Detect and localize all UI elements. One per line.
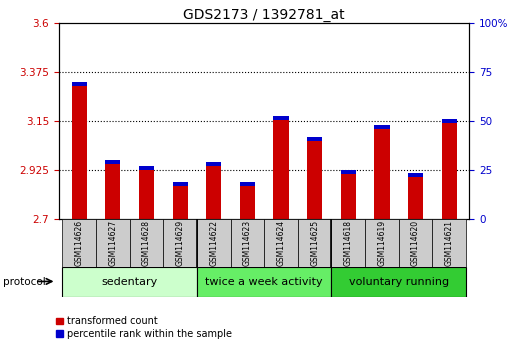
Bar — [374, 125, 389, 129]
Text: GSM114622: GSM114622 — [209, 221, 218, 266]
Bar — [163, 219, 197, 267]
Text: GSM114625: GSM114625 — [310, 220, 319, 267]
Bar — [408, 173, 423, 177]
Text: sedentary: sedentary — [102, 277, 158, 287]
Bar — [172, 182, 188, 185]
Text: GSM114621: GSM114621 — [445, 221, 453, 266]
Bar — [72, 86, 87, 219]
Bar — [307, 141, 322, 219]
Bar — [442, 120, 457, 124]
Bar — [240, 185, 255, 219]
Bar — [63, 267, 197, 297]
Text: GSM114629: GSM114629 — [175, 220, 185, 267]
Bar — [331, 219, 365, 267]
Bar — [298, 219, 331, 267]
Text: twice a week activity: twice a week activity — [205, 277, 323, 287]
Text: GSM114618: GSM114618 — [344, 221, 353, 266]
Bar — [240, 182, 255, 185]
Text: GSM114619: GSM114619 — [378, 220, 386, 267]
Bar — [273, 120, 289, 219]
Text: GSM114620: GSM114620 — [411, 220, 420, 267]
Bar — [442, 124, 457, 219]
Bar — [408, 177, 423, 219]
Bar — [206, 162, 221, 166]
Bar — [72, 82, 87, 86]
Bar — [63, 219, 96, 267]
Bar — [374, 129, 389, 219]
Text: GSM114628: GSM114628 — [142, 221, 151, 266]
Bar — [139, 166, 154, 170]
Bar — [96, 219, 130, 267]
Bar — [432, 219, 466, 267]
Bar — [230, 219, 264, 267]
Text: GSM114624: GSM114624 — [277, 220, 286, 267]
Bar — [197, 219, 230, 267]
Bar — [399, 219, 432, 267]
Bar — [331, 267, 466, 297]
Bar — [307, 137, 322, 141]
Bar — [206, 166, 221, 219]
Text: GSM114626: GSM114626 — [75, 220, 84, 267]
Title: GDS2173 / 1392781_at: GDS2173 / 1392781_at — [183, 8, 345, 22]
Bar — [172, 185, 188, 219]
Bar — [341, 174, 356, 219]
Legend: transformed count, percentile rank within the sample: transformed count, percentile rank withi… — [56, 316, 232, 339]
Text: protocol: protocol — [3, 278, 45, 287]
Text: voluntary running: voluntary running — [349, 277, 449, 287]
Bar — [105, 160, 121, 164]
Bar — [264, 219, 298, 267]
Bar — [197, 267, 331, 297]
Text: GSM114623: GSM114623 — [243, 220, 252, 267]
Bar — [130, 219, 163, 267]
Bar — [365, 219, 399, 267]
Bar — [341, 170, 356, 174]
Bar — [273, 116, 289, 120]
Text: GSM114627: GSM114627 — [108, 220, 117, 267]
Bar — [139, 170, 154, 219]
Bar — [105, 164, 121, 219]
